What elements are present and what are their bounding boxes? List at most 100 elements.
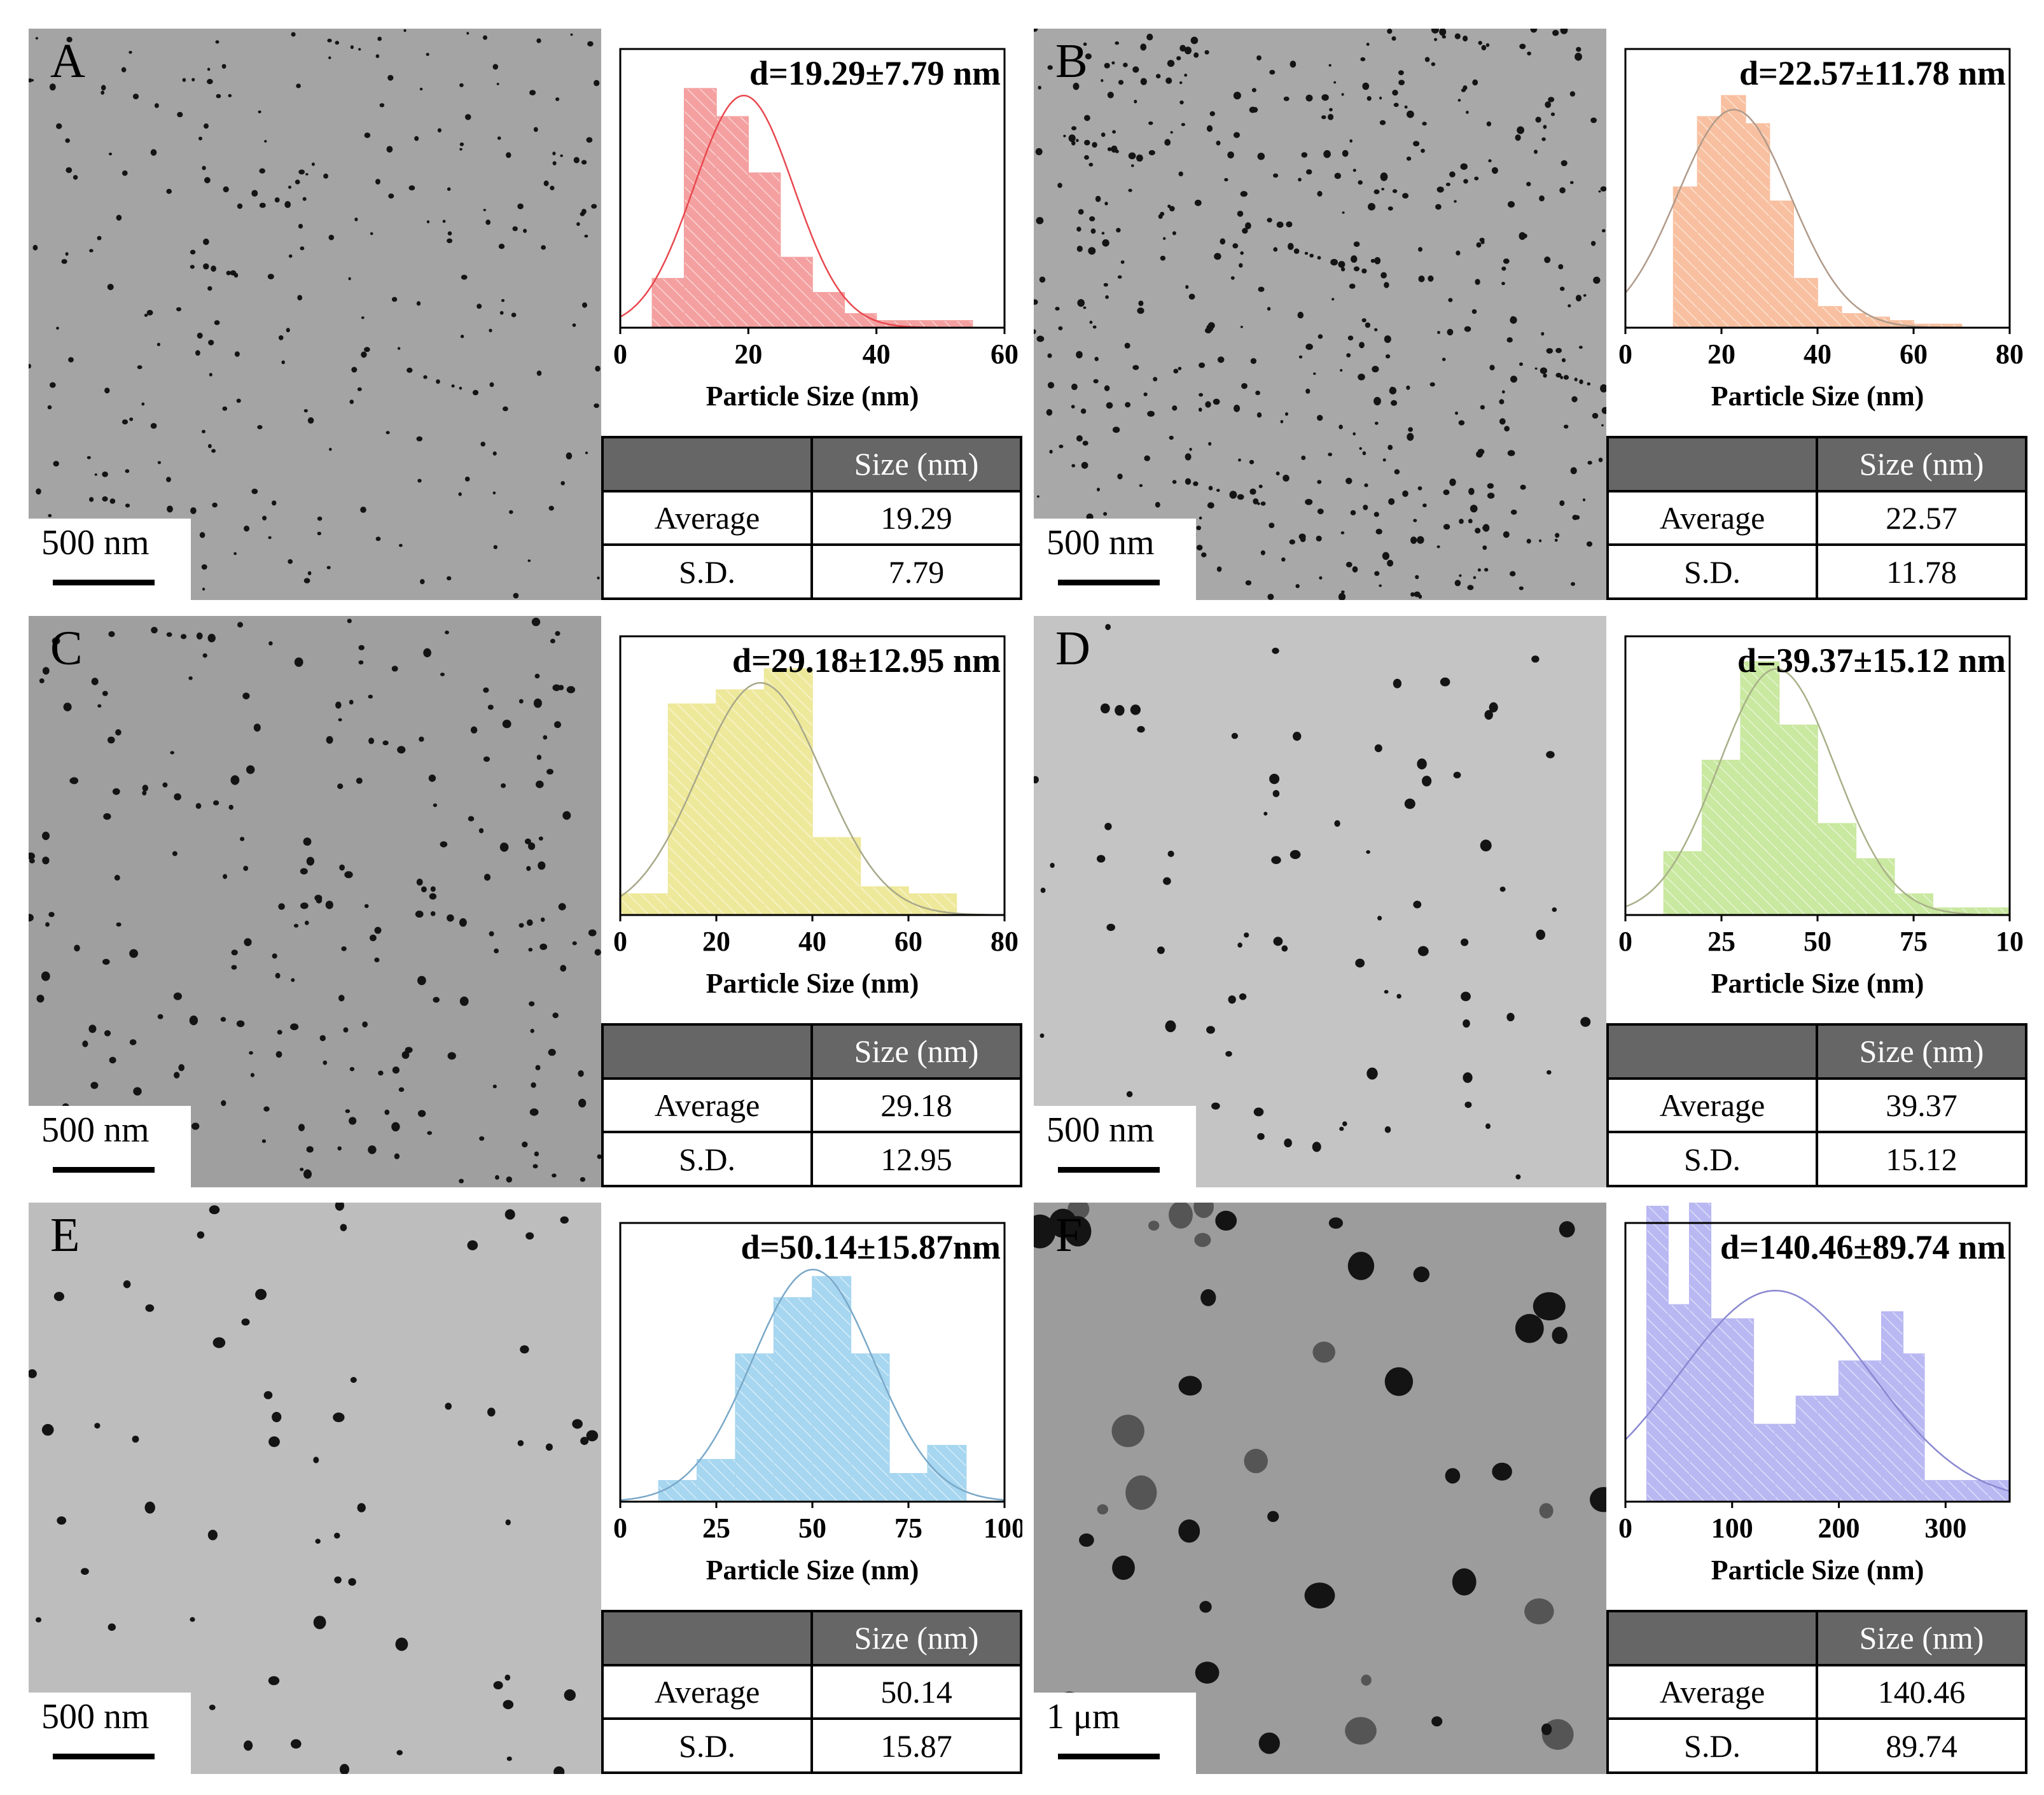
x-axis-label: Particle Size (nm) bbox=[706, 968, 919, 999]
nanoparticle-dot bbox=[1112, 426, 1120, 433]
nanoparticle-dot bbox=[1124, 342, 1130, 349]
nanoparticle-dot bbox=[423, 648, 431, 657]
tem-background bbox=[29, 616, 601, 1187]
nanoparticle-dot bbox=[1297, 311, 1304, 319]
nanoparticle-dot bbox=[207, 286, 212, 291]
nanoparticle-dot bbox=[145, 1304, 155, 1312]
nanoparticle-dot bbox=[1205, 401, 1211, 408]
nanoparticle-dot bbox=[201, 564, 207, 570]
nanoparticle-dot bbox=[1510, 571, 1516, 576]
nanoparticle-dot bbox=[1366, 850, 1370, 854]
nanoparticle-dot bbox=[1364, 483, 1368, 487]
histogram-chart: 0 25 50 75 10 d=39.37±15.12 nm Particle Size (… bbox=[1606, 616, 2027, 1023]
nanoparticle-dot bbox=[1178, 1376, 1202, 1396]
nanoparticle-dot bbox=[392, 1066, 400, 1074]
nanoparticle-dot bbox=[251, 488, 258, 494]
nanoparticle-dot bbox=[1245, 222, 1251, 230]
nanoparticle-dot bbox=[1468, 487, 1475, 495]
nanoparticle-dot bbox=[489, 328, 492, 333]
nanoparticle-dot bbox=[1552, 1327, 1568, 1345]
nanoparticle-dot bbox=[53, 461, 59, 467]
nanoparticle-dot bbox=[440, 841, 448, 848]
nanoparticle-dot bbox=[464, 114, 471, 120]
nanoparticle-dot bbox=[1506, 1012, 1515, 1021]
nanoparticle-dot bbox=[1132, 365, 1139, 370]
nanoparticle-dot bbox=[1213, 398, 1220, 405]
nanoparticle-dot bbox=[1396, 994, 1401, 999]
nanoparticle-dot bbox=[345, 1109, 351, 1114]
nanoparticle-dot bbox=[419, 87, 423, 91]
histogram-bar bbox=[1667, 1304, 1690, 1502]
nanoparticle-dot bbox=[545, 1443, 553, 1451]
nanoparticle-dot bbox=[275, 972, 281, 979]
nanoparticle-dot bbox=[552, 151, 556, 156]
nanoparticle-dot bbox=[1578, 346, 1583, 349]
nanoparticle-dot bbox=[391, 1122, 400, 1132]
nanoparticle-dot bbox=[1273, 937, 1283, 946]
nanoparticle-dot bbox=[340, 1224, 347, 1231]
nanoparticle-dot bbox=[580, 1437, 589, 1445]
x-axis-label: Particle Size (nm) bbox=[1711, 381, 1924, 412]
nanoparticle-dot bbox=[1404, 105, 1408, 109]
nanoparticle-dot bbox=[1352, 169, 1356, 172]
average-label: Average bbox=[601, 489, 813, 547]
chart-title: d=50.14±15.87nm bbox=[741, 1228, 1001, 1266]
nanoparticle-dot bbox=[1317, 480, 1322, 484]
nanoparticle-dot bbox=[1140, 43, 1147, 51]
nanoparticle-dot bbox=[1478, 41, 1482, 45]
nanoparticle-dot bbox=[1366, 43, 1370, 46]
nanoparticle-dot bbox=[1189, 447, 1192, 451]
nanoparticle-dot bbox=[1103, 283, 1108, 287]
nanoparticle-dot bbox=[492, 491, 496, 494]
nanoparticle-dot bbox=[1563, 375, 1569, 380]
histogram-bar bbox=[1721, 95, 1746, 328]
nanoparticle-dot bbox=[1386, 354, 1391, 359]
nanoparticle-dot bbox=[1251, 88, 1256, 92]
nanoparticle-dot bbox=[258, 110, 261, 113]
nanoparticle-dot bbox=[298, 223, 303, 229]
nanoparticle-dot bbox=[326, 736, 333, 744]
nanoparticle-dot bbox=[1178, 367, 1182, 370]
nanoparticle-dot bbox=[1365, 322, 1371, 328]
nanoparticle-dot bbox=[154, 103, 159, 108]
nanoparticle-dot bbox=[132, 1435, 139, 1443]
nanoparticle-dot bbox=[297, 295, 303, 301]
nanoparticle-dot bbox=[1491, 167, 1498, 174]
nanoparticle-dot bbox=[109, 498, 116, 504]
histogram-bar bbox=[773, 1297, 813, 1502]
nanoparticle-dot bbox=[1207, 502, 1214, 509]
nanoparticle-dot bbox=[1384, 282, 1389, 288]
nanoparticle-dot bbox=[417, 478, 422, 483]
nanoparticle-dot bbox=[91, 678, 99, 685]
nanoparticle-dot bbox=[1093, 379, 1099, 384]
nanoparticle-dot bbox=[190, 507, 197, 514]
x-tick-label: 100 bbox=[1711, 1512, 1753, 1544]
nanoparticle-dot bbox=[1323, 150, 1331, 158]
nanoparticle-dot bbox=[1272, 790, 1280, 797]
nanoparticle-dot bbox=[1362, 82, 1370, 90]
nanoparticle-dot bbox=[1546, 348, 1554, 354]
nanoparticle-dot bbox=[1083, 306, 1087, 309]
nanoparticle-dot bbox=[326, 566, 331, 569]
nanoparticle-dot bbox=[108, 736, 115, 744]
nanoparticle-dot bbox=[1454, 580, 1461, 587]
nanoparticle-dot bbox=[199, 532, 205, 538]
tem-background bbox=[1034, 29, 1606, 600]
nanoparticle-dot bbox=[1349, 139, 1352, 143]
nanoparticle-dot bbox=[329, 447, 332, 451]
nanoparticle-dot bbox=[146, 310, 153, 316]
nanoparticle-dot bbox=[1080, 409, 1087, 414]
nanoparticle-dot bbox=[1379, 584, 1382, 587]
nanoparticle-dot bbox=[1487, 483, 1494, 489]
tem-image bbox=[1034, 616, 1606, 1187]
nanoparticle-dot bbox=[1503, 531, 1510, 538]
nanoparticle-dot bbox=[176, 307, 181, 312]
nanoparticle-dot bbox=[1309, 253, 1314, 258]
nanoparticle-dot bbox=[447, 231, 452, 236]
nanoparticle-dot bbox=[1101, 132, 1106, 137]
nanoparticle-dot bbox=[1434, 38, 1438, 41]
nanoparticle-dot bbox=[447, 1052, 456, 1060]
nanoparticle-dot bbox=[1267, 1511, 1279, 1522]
histogram-bar bbox=[1855, 858, 1895, 916]
nanoparticle-dot bbox=[36, 995, 45, 1003]
